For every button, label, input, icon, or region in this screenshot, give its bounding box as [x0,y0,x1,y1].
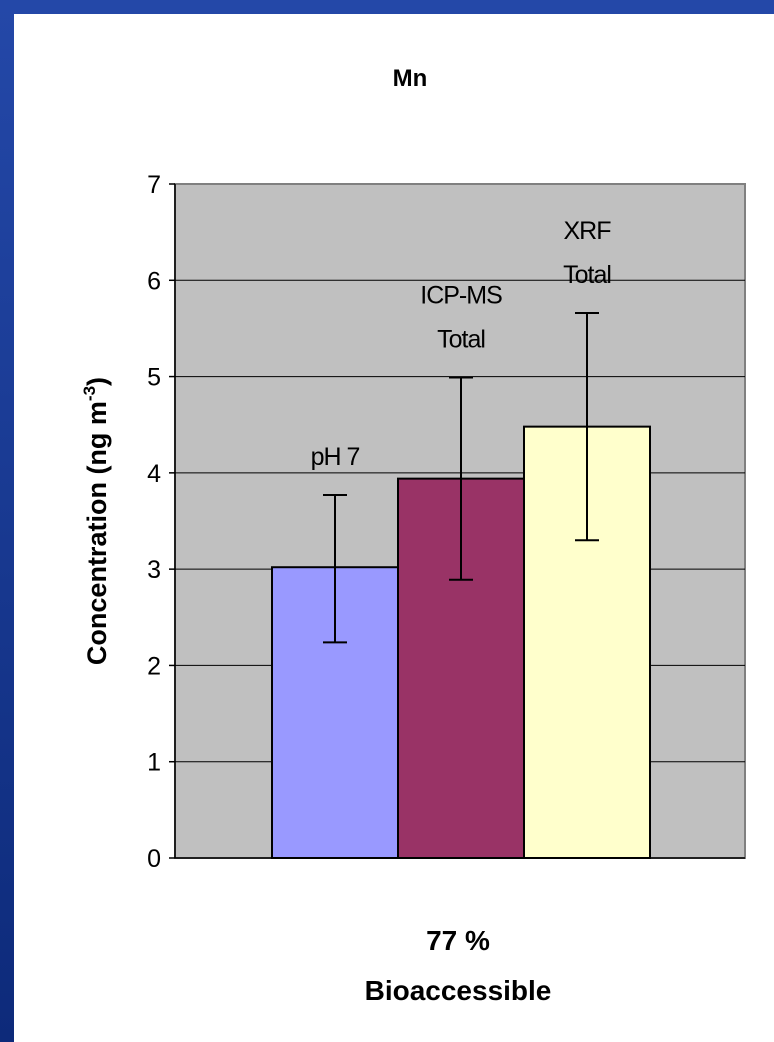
bar-data-label: Total [563,261,611,289]
category-label-line1: 77 % [426,925,490,956]
y-tick-label: 0 [147,845,161,873]
bars [271,425,651,860]
chart: Mn 0 1 2 3 4 5 6 7 pH 7 ICP-MS Total XRF Total Conc… [80,65,746,1006]
y-tick-label: 3 [147,556,161,584]
y-axis-label: Concentration (ng m-3) [80,377,112,665]
y-tick-label: 5 [147,364,161,392]
y-tick-label: 1 [147,749,161,777]
y-tick-label: 7 [147,171,161,199]
y-axis-label-text: Concentration (ng m [82,401,112,665]
y-tick-label: 4 [147,460,161,488]
bar-labels: pH 7 ICP-MS Total XRF Total [311,217,613,471]
bar-data-label: XRF [564,217,612,245]
y-axis-label-superscript: -3 [80,386,99,401]
slide-panel: Mn 0 1 2 3 4 5 6 7 pH 7 ICP-MS Total XRF Total Conc… [14,14,774,1042]
category-label-line2: Bioaccessible [365,975,552,1006]
y-tick-labels: 0 1 2 3 4 5 6 7 [147,171,161,873]
bar-data-label: ICP-MS [420,282,502,310]
y-tick-label: 2 [147,652,161,680]
error-bars [323,312,599,644]
y-tick-label: 6 [147,267,161,295]
bar-data-label: Total [437,326,485,354]
y-axis-label-close: ) [82,377,112,386]
chart-title: Mn [393,65,428,92]
bar-data-label: pH 7 [311,443,360,471]
